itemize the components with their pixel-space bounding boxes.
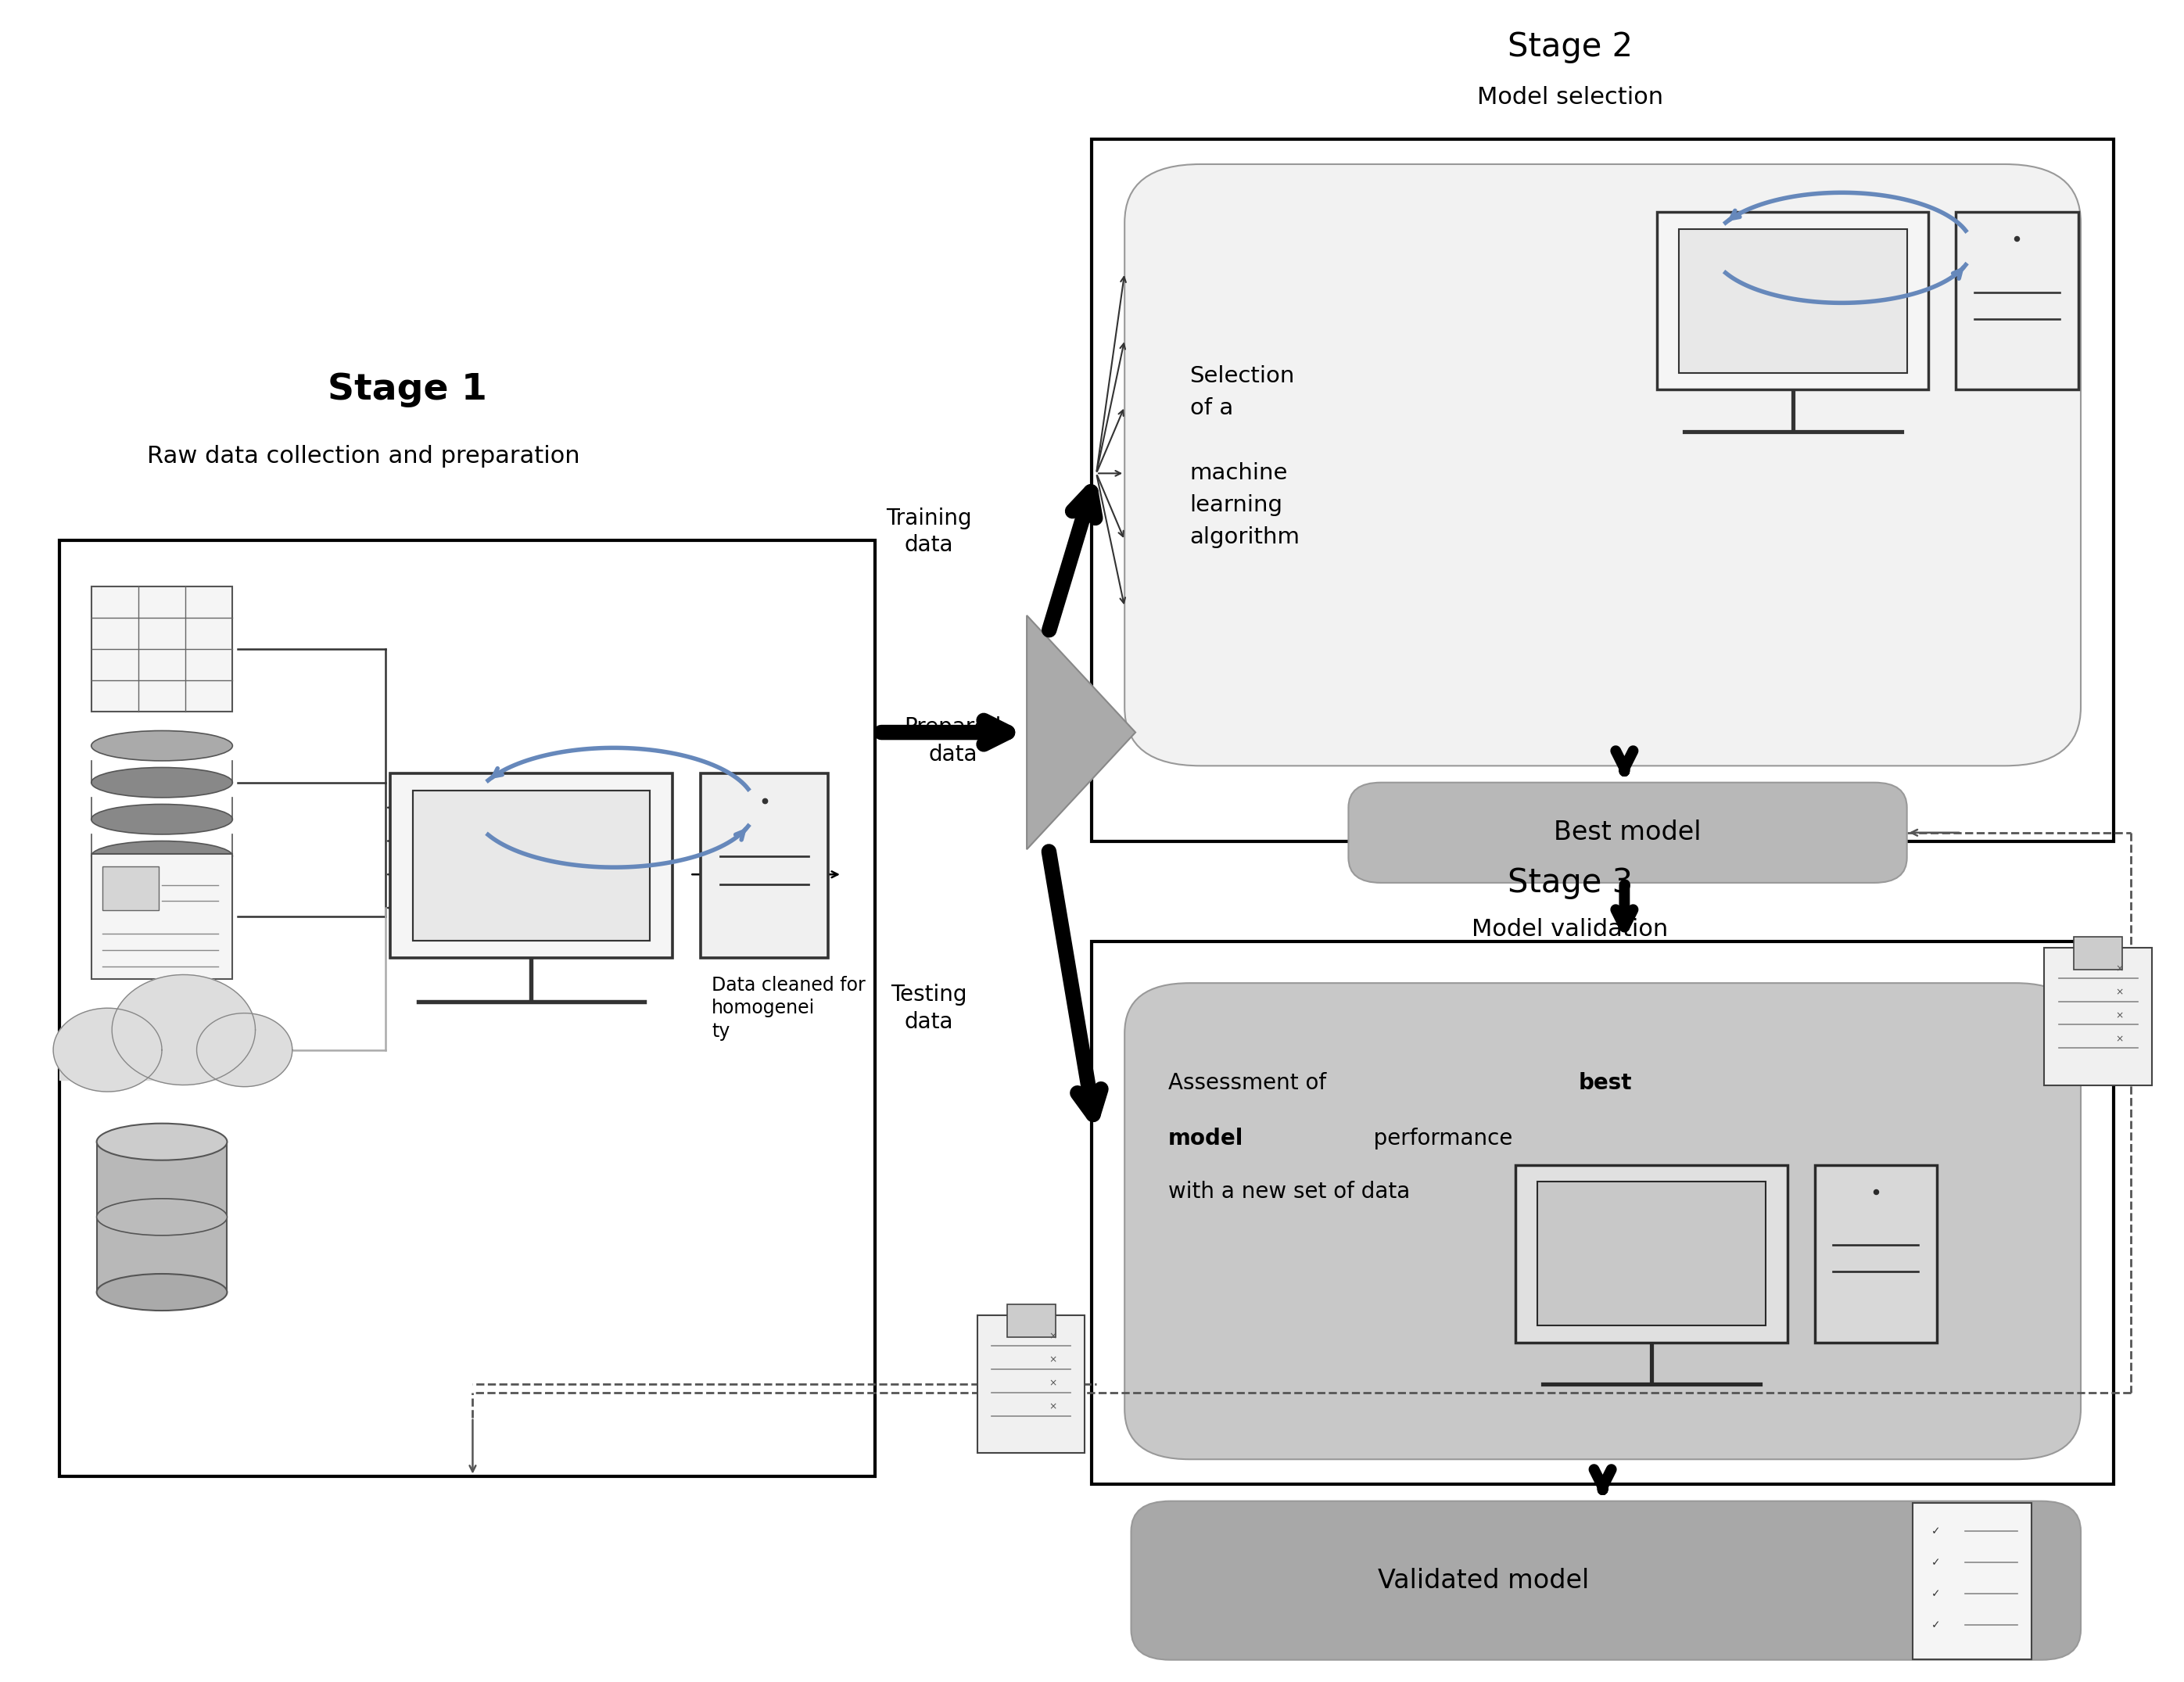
Circle shape <box>111 974 256 1085</box>
Text: Stage 1: Stage 1 <box>328 372 487 407</box>
Text: best: best <box>1579 1073 1631 1095</box>
Text: Stage 3: Stage 3 <box>1507 866 1634 900</box>
Circle shape <box>197 1013 293 1087</box>
FancyBboxPatch shape <box>1007 1304 1055 1337</box>
Text: ×: × <box>2116 964 2123 974</box>
Bar <box>96 1142 227 1292</box>
Text: ×: × <box>1048 1378 1057 1388</box>
Text: Testing
data: Testing data <box>891 984 968 1033</box>
Ellipse shape <box>92 730 232 760</box>
Polygon shape <box>1026 616 1136 849</box>
FancyBboxPatch shape <box>1913 1504 2031 1660</box>
Ellipse shape <box>96 1124 227 1161</box>
FancyBboxPatch shape <box>413 791 651 940</box>
FancyBboxPatch shape <box>1092 140 2114 841</box>
FancyBboxPatch shape <box>92 853 232 979</box>
Text: ×: × <box>2116 1011 2123 1021</box>
Text: Model selection: Model selection <box>1476 86 1664 109</box>
FancyBboxPatch shape <box>92 585 232 711</box>
FancyBboxPatch shape <box>1658 212 1928 390</box>
Text: Data cleaned for
homogenei
ty: Data cleaned for homogenei ty <box>712 976 865 1041</box>
Bar <box>59 1038 245 1080</box>
Text: ✓: ✓ <box>1931 1526 1939 1537</box>
Ellipse shape <box>96 1199 227 1235</box>
FancyBboxPatch shape <box>2044 947 2151 1085</box>
FancyBboxPatch shape <box>1092 942 2114 1485</box>
FancyBboxPatch shape <box>59 540 874 1477</box>
FancyBboxPatch shape <box>1125 165 2081 765</box>
Text: with a new set of data: with a new set of data <box>1168 1181 1411 1203</box>
Text: Validated model: Validated model <box>1378 1568 1588 1593</box>
Text: ✓: ✓ <box>1931 1620 1939 1630</box>
FancyBboxPatch shape <box>1815 1164 1937 1342</box>
Text: Training
data: Training data <box>887 508 972 557</box>
Ellipse shape <box>92 767 232 797</box>
FancyBboxPatch shape <box>978 1315 1085 1453</box>
Ellipse shape <box>96 1273 227 1310</box>
FancyBboxPatch shape <box>1538 1181 1765 1325</box>
Text: Best model: Best model <box>1555 819 1701 846</box>
Text: Prepared
data: Prepared data <box>904 717 1002 765</box>
FancyBboxPatch shape <box>1348 782 1907 883</box>
FancyBboxPatch shape <box>1131 1500 2081 1660</box>
Ellipse shape <box>92 841 232 871</box>
Circle shape <box>52 1008 162 1092</box>
Ellipse shape <box>92 804 232 834</box>
Text: performance: performance <box>1352 1127 1514 1149</box>
FancyBboxPatch shape <box>1516 1164 1787 1342</box>
Text: ×: × <box>1048 1330 1057 1342</box>
Text: Model validation: Model validation <box>1472 918 1669 940</box>
Text: ×: × <box>2116 987 2123 997</box>
Text: ×: × <box>2116 1034 2123 1045</box>
Text: ×: × <box>1048 1354 1057 1364</box>
FancyBboxPatch shape <box>391 774 673 959</box>
Text: Stage 2: Stage 2 <box>1507 30 1634 64</box>
Text: ✓: ✓ <box>1931 1588 1939 1600</box>
Text: ✓: ✓ <box>1931 1558 1939 1568</box>
Text: Selection
of a

machine
learning
algorithm: Selection of a machine learning algorith… <box>1190 365 1299 548</box>
Text: ×: × <box>1048 1401 1057 1411</box>
Text: Assessment of: Assessment of <box>1168 1073 1341 1095</box>
FancyBboxPatch shape <box>701 774 828 959</box>
FancyBboxPatch shape <box>2075 937 2123 969</box>
FancyBboxPatch shape <box>103 866 159 910</box>
Text: Raw data collection and preparation: Raw data collection and preparation <box>146 446 579 468</box>
FancyBboxPatch shape <box>1957 212 2077 390</box>
FancyBboxPatch shape <box>1679 229 1907 373</box>
FancyBboxPatch shape <box>1125 982 2081 1460</box>
Text: model: model <box>1168 1127 1243 1149</box>
